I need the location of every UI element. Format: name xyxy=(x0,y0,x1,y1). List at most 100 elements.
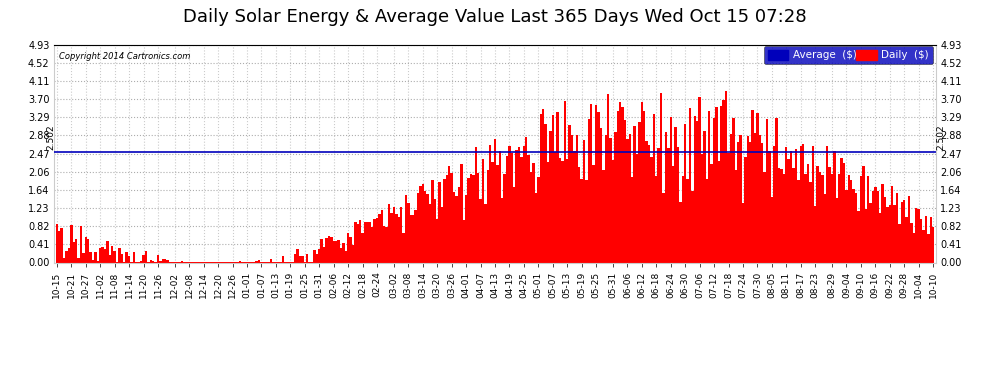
Bar xyxy=(893,205,896,262)
Bar xyxy=(802,144,804,262)
Bar xyxy=(429,204,432,262)
Bar xyxy=(674,127,677,262)
Bar xyxy=(255,261,257,262)
Bar xyxy=(472,175,474,262)
Bar xyxy=(580,179,583,262)
Bar xyxy=(913,232,915,262)
Bar xyxy=(544,124,546,262)
Bar xyxy=(419,186,422,262)
Bar xyxy=(713,118,715,262)
Bar xyxy=(349,237,351,262)
Bar xyxy=(800,146,802,262)
Bar xyxy=(836,198,839,262)
Bar xyxy=(568,126,571,262)
Bar xyxy=(546,162,549,262)
Bar xyxy=(477,173,479,262)
Bar xyxy=(523,146,525,262)
Bar xyxy=(886,207,889,262)
Bar xyxy=(925,216,927,262)
Bar xyxy=(140,261,143,262)
Bar xyxy=(660,93,662,262)
Bar xyxy=(556,112,558,262)
Bar xyxy=(839,174,841,262)
Bar xyxy=(602,170,605,262)
Bar xyxy=(763,172,766,262)
Bar xyxy=(462,219,465,262)
Bar xyxy=(614,132,617,262)
Bar xyxy=(72,243,75,262)
Bar xyxy=(306,254,309,262)
Bar xyxy=(645,141,647,262)
Bar xyxy=(60,228,63,262)
Bar xyxy=(354,222,356,262)
Bar xyxy=(328,236,330,262)
Bar xyxy=(436,219,439,262)
Bar xyxy=(398,217,400,262)
Bar xyxy=(896,193,898,262)
Bar xyxy=(566,159,568,262)
Bar xyxy=(595,105,597,262)
Bar xyxy=(496,165,499,262)
Bar xyxy=(166,260,169,262)
Bar xyxy=(491,162,494,262)
Bar xyxy=(368,222,371,262)
Bar xyxy=(109,255,111,262)
Bar xyxy=(867,176,869,262)
Bar xyxy=(128,256,131,262)
Bar xyxy=(301,256,304,262)
Bar xyxy=(884,197,886,262)
Bar xyxy=(323,247,326,262)
Bar xyxy=(511,153,513,262)
Bar xyxy=(465,195,467,262)
Bar xyxy=(881,184,884,262)
Bar xyxy=(778,168,780,262)
Bar xyxy=(898,224,901,262)
Bar xyxy=(617,111,619,262)
Bar xyxy=(114,251,116,262)
Bar xyxy=(333,241,335,262)
Bar xyxy=(669,117,672,262)
Bar xyxy=(499,151,501,262)
Bar xyxy=(612,160,614,262)
Bar xyxy=(629,134,631,262)
Bar xyxy=(405,195,407,262)
Bar xyxy=(99,248,101,262)
Bar xyxy=(826,146,829,262)
Bar xyxy=(535,193,538,262)
Bar xyxy=(753,133,756,262)
Bar xyxy=(156,255,159,262)
Bar xyxy=(607,94,610,262)
Bar xyxy=(450,173,452,262)
Bar xyxy=(441,207,444,262)
Bar xyxy=(351,244,354,262)
Bar xyxy=(847,175,850,262)
Bar xyxy=(824,194,826,262)
Bar xyxy=(715,107,718,262)
Bar xyxy=(143,255,145,262)
Text: Daily Solar Energy & Average Value Last 365 Days Wed Oct 15 07:28: Daily Solar Energy & Average Value Last … xyxy=(183,8,807,26)
Bar xyxy=(482,159,484,262)
Bar xyxy=(417,193,419,262)
Bar xyxy=(662,193,664,262)
Bar xyxy=(84,237,87,262)
Bar xyxy=(746,136,749,262)
Bar xyxy=(393,207,395,262)
Bar xyxy=(915,209,918,262)
Bar xyxy=(145,251,148,262)
Bar xyxy=(744,158,746,262)
Bar xyxy=(118,248,121,262)
Bar xyxy=(549,130,551,262)
Bar xyxy=(650,157,652,262)
Bar xyxy=(55,224,58,262)
Bar xyxy=(901,202,903,262)
Bar xyxy=(335,242,338,262)
Bar xyxy=(831,174,834,262)
Bar xyxy=(518,147,521,262)
Bar xyxy=(850,180,852,262)
Bar xyxy=(573,151,575,262)
Bar xyxy=(706,179,708,262)
Bar xyxy=(876,192,879,262)
Bar xyxy=(89,252,92,262)
Bar xyxy=(58,231,60,262)
Bar xyxy=(619,102,622,262)
